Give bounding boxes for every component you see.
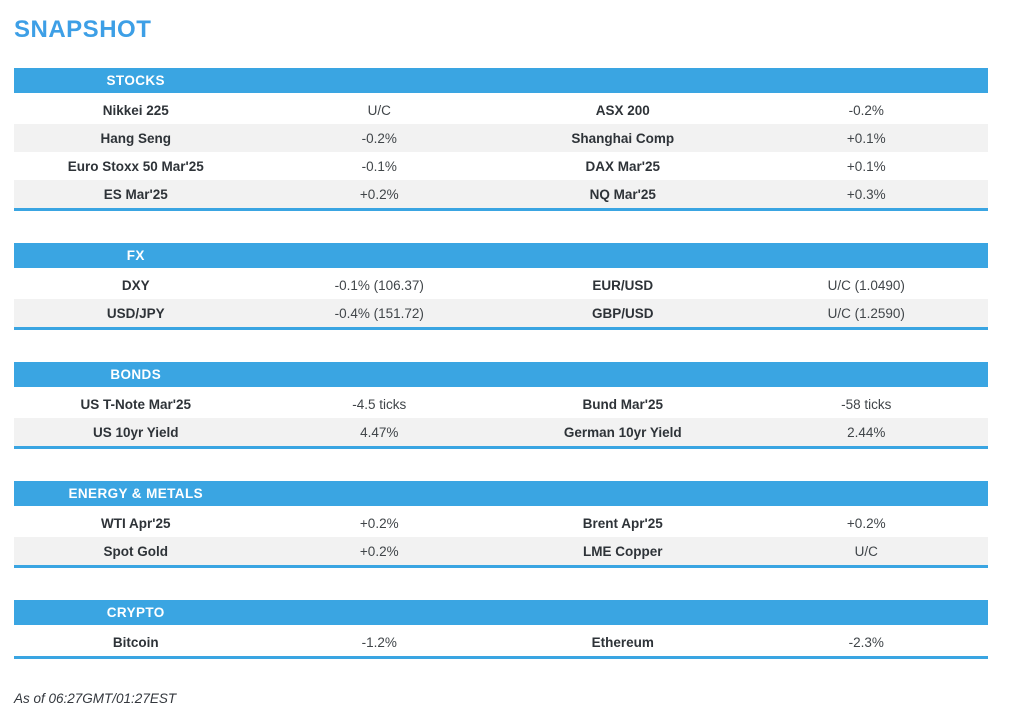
instrument-name: WTI Apr'25 (101, 515, 171, 531)
instrument-value: U/C (1.2590) (827, 305, 905, 321)
instrument-value: +0.3% (846, 186, 886, 202)
instrument-name: ES Mar'25 (103, 186, 168, 202)
instrument-name: German 10yr Yield (563, 424, 682, 440)
instrument-name: GBP/USD (591, 305, 654, 321)
instrument-name: US 10yr Yield (92, 424, 179, 440)
section-header-stocks: STOCKS (14, 68, 988, 93)
instrument-name: NQ Mar'25 (589, 186, 656, 202)
instrument-value: U/C (1.0490) (827, 277, 905, 293)
instrument-name: Nikkei 225 (102, 102, 169, 118)
instrument-name: Brent Apr'25 (582, 515, 663, 531)
instrument-value: +0.1% (846, 130, 886, 146)
section-fx: FX DXY -0.1% (106.37) EUR/USD U/C (1.0490) US… (14, 243, 988, 330)
section-header-label: FX (126, 248, 145, 263)
instrument-name: DAX Mar'25 (585, 158, 661, 174)
section-stocks: STOCKS Nikkei 225 U/C ASX 200 -0.2% Hang Seng… (14, 68, 988, 211)
table-row: Nikkei 225 U/C ASX 200 -0.2% (14, 96, 988, 124)
instrument-name: DXY (121, 277, 150, 293)
section-bonds: BONDS US T-Note Mar'25 -4.5 ticks Bund Mar'… (14, 362, 988, 449)
instrument-value: -1.2% (361, 634, 397, 650)
instrument-value: +0.2% (359, 543, 399, 559)
section-header-label: ENERGY & METALS (68, 486, 203, 501)
section-header-crypto: CRYPTO (14, 600, 988, 625)
instrument-value: -58 ticks (841, 396, 892, 412)
instrument-name: Spot Gold (103, 543, 169, 559)
instrument-value: -0.1% (361, 158, 397, 174)
instrument-value: +0.2% (846, 515, 886, 531)
instrument-value: -2.3% (848, 634, 884, 650)
table-row: Bitcoin -1.2% Ethereum -2.3% (14, 628, 988, 656)
instrument-name: Bund Mar'25 (582, 396, 663, 412)
table-row: DXY -0.1% (106.37) EUR/USD U/C (1.0490) (14, 271, 988, 299)
instrument-value: -0.4% (151.72) (334, 305, 424, 321)
section-header-energy-metals: ENERGY & METALS (14, 481, 988, 506)
page-title: SNAPSHOT (14, 16, 152, 43)
instrument-value: +0.2% (359, 186, 399, 202)
instrument-value: -0.2% (361, 130, 397, 146)
instrument-name: Ethereum (591, 634, 654, 650)
instrument-value: 4.47% (360, 424, 399, 440)
table-row: WTI Apr'25 +0.2% Brent Apr'25 +0.2% (14, 509, 988, 537)
table-row: US T-Note Mar'25 -4.5 ticks Bund Mar'25 -58… (14, 390, 988, 418)
table-row: Spot Gold +0.2% LME Copper U/C (14, 537, 988, 565)
instrument-value: -0.2% (848, 102, 884, 118)
section-crypto: CRYPTO Bitcoin -1.2% Ethereum -2.3% (14, 600, 988, 659)
section-header-label: CRYPTO (106, 605, 165, 620)
instrument-name: LME Copper (583, 543, 663, 559)
instrument-name: Bitcoin (112, 634, 159, 650)
section-header-fx: FX (14, 243, 988, 268)
section-header-bonds: BONDS (14, 362, 988, 387)
instrument-name: ASX 200 (595, 102, 650, 118)
instrument-value: -4.5 ticks (352, 396, 407, 412)
instrument-name: Euro Stoxx 50 Mar'25 (67, 158, 204, 174)
instrument-name: Hang Seng (100, 130, 171, 146)
timestamp-note: As of 06:27GMT/01:27EST (14, 691, 177, 706)
table-row: US 10yr Yield 4.47% German 10yr Yield 2.44% (14, 418, 988, 446)
instrument-name: US T-Note Mar'25 (80, 396, 192, 412)
table-row: Euro Stoxx 50 Mar'25 -0.1% DAX Mar'25 +0.1% (14, 152, 988, 180)
instrument-value: 2.44% (847, 424, 886, 440)
section-header-label: STOCKS (106, 73, 165, 88)
section-header-label: BONDS (110, 367, 162, 382)
sections-container: STOCKS Nikkei 225 U/C ASX 200 -0.2% Hang Seng… (14, 68, 1033, 659)
instrument-name: USD/JPY (106, 305, 165, 321)
instrument-value: U/C (854, 543, 878, 559)
section-energy-metals: ENERGY & METALS WTI Apr'25 +0.2% Brent Apr'… (14, 481, 988, 568)
instrument-value: U/C (367, 102, 391, 118)
table-row: USD/JPY -0.4% (151.72) GBP/USD U/C (1.2590) (14, 299, 988, 327)
instrument-value: -0.1% (106.37) (334, 277, 424, 293)
instrument-value: +0.2% (359, 515, 399, 531)
table-row: Hang Seng -0.2% Shanghai Comp +0.1% (14, 124, 988, 152)
instrument-name: Shanghai Comp (571, 130, 675, 146)
instrument-value: +0.1% (846, 158, 886, 174)
instrument-name: EUR/USD (592, 277, 654, 293)
table-row: ES Mar'25 +0.2% NQ Mar'25 +0.3% (14, 180, 988, 208)
